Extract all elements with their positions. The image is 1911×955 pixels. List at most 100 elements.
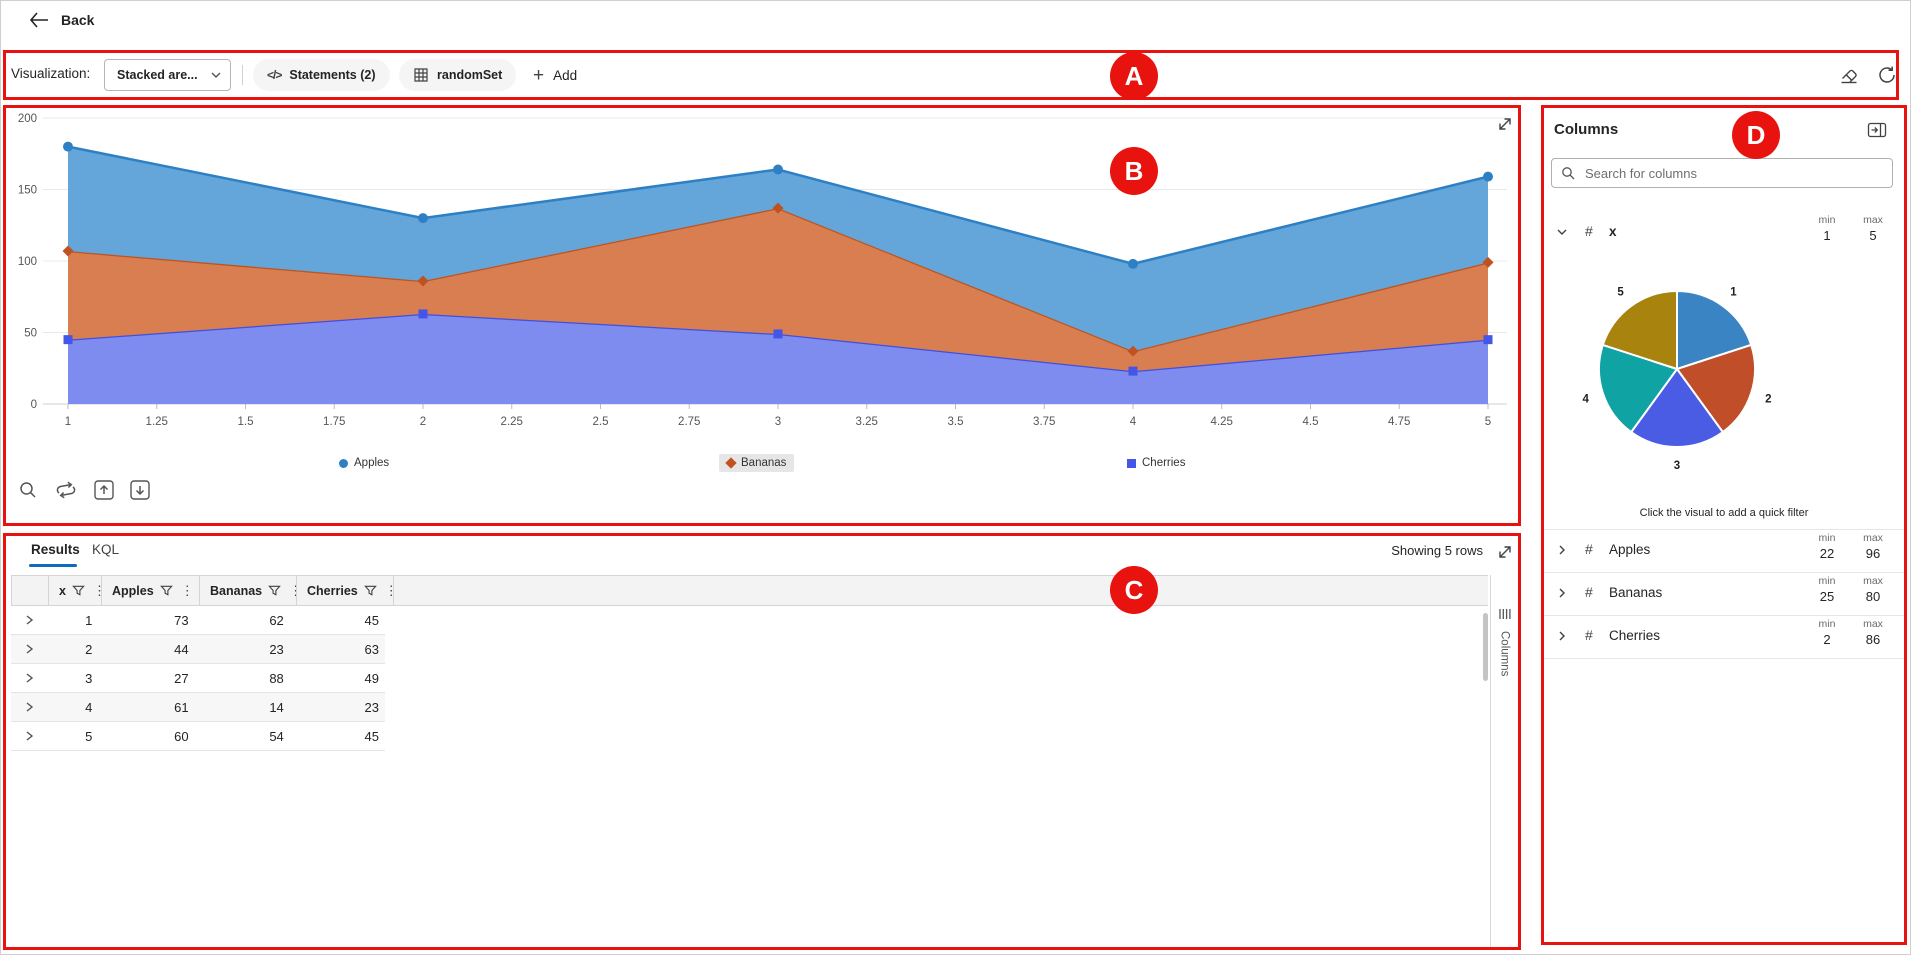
header-cell-cherries[interactable]: Cherries ⋮ [296,576,398,605]
filter-funnel-icon[interactable] [363,584,377,597]
row-expander-icon[interactable] [11,730,46,742]
marker-bananas[interactable] [1127,345,1139,357]
marker-cherries[interactable] [1483,335,1493,345]
table-row-1[interactable]: 1 73 62 45 [11,606,385,635]
table-cell: 2 [85,641,93,657]
header-cell-x[interactable]: x ⋮ [48,576,106,605]
back-bar: Back [1,1,1910,45]
results-expand-icon[interactable] [1495,542,1515,562]
row-expander-icon[interactable] [11,614,46,626]
chevron-down-icon [210,69,222,81]
search-icon[interactable] [17,479,39,501]
results-panel: Results KQL Showing 5 rows x ⋮ Apples ⋮ Bana… [3,533,1521,950]
chart-type-dropdown[interactable]: Stacked are... [104,59,231,91]
chevron-right-icon[interactable] [1555,629,1569,643]
chevron-down-icon[interactable] [1555,225,1569,239]
marker-cherries[interactable] [773,329,783,339]
columns-side-tab[interactable]: Columns [1490,575,1518,947]
chevron-right-icon[interactable] [1555,543,1569,557]
pie-slice-2[interactable] [1675,343,1756,434]
marker-bananas[interactable] [62,245,74,257]
refresh-icon[interactable] [1875,63,1899,87]
kebab-menu-icon[interactable]: ⋮ [289,582,303,598]
row-expander-icon[interactable] [11,672,46,684]
max-label: max [1863,214,1883,226]
marker-apples[interactable] [63,141,73,152]
columns-search-input[interactable] [1583,164,1884,182]
min-max-summary: min 1 max 5 [1809,214,1891,243]
x-distribution-pie-chart[interactable]: 1 2 3 4 5 [1541,263,1907,499]
column-item-bananas[interactable]: # Bananas min 25 max 80 [1541,573,1907,616]
toolbar-divider [242,65,243,85]
table-row-5[interactable]: 5 60 54 45 [11,722,385,751]
table-cell: 88 [269,670,284,686]
table-row-2[interactable]: 2 44 23 63 [11,635,385,664]
column-item-cherries[interactable]: # Cherries min 2 max 86 [1541,616,1907,659]
legend-item-bananas[interactable]: Bananas [719,454,795,472]
min-label: min [1818,214,1836,226]
filter-funnel-icon[interactable] [268,584,281,597]
column-name: Cherries [1609,628,1661,643]
vertical-scrollbar[interactable] [1483,613,1488,681]
max-label: max [1863,618,1883,630]
plus-icon: + [533,64,545,86]
table-row-4[interactable]: 4 61 14 23 [11,693,385,722]
header-cell-apples[interactable]: Apples ⋮ [101,576,199,605]
visualization-label: Visualization: [11,66,91,81]
filter-funnel-icon[interactable] [159,584,173,597]
x-tick-label: 4.5 [1303,416,1319,428]
header-cell-bananas[interactable]: Bananas ⋮ [199,576,302,605]
y-tick-label: 100 [18,256,37,268]
loop-refresh-icon[interactable] [53,479,79,501]
marker-bananas[interactable] [417,275,429,287]
row-expander-icon[interactable] [11,701,46,713]
pie-slice-4[interactable] [1598,343,1679,434]
add-button[interactable]: + Add [533,59,577,91]
marker-bananas[interactable] [772,202,784,214]
kebab-menu-icon[interactable]: ⋮ [384,582,398,598]
y-tick-label: 200 [18,113,37,125]
columns-bars-icon [1497,607,1513,621]
arrow-down-box-icon[interactable] [129,479,151,501]
column-header-label: Apples [112,583,154,598]
column-item-apples[interactable]: # Apples min 22 max 96 [1541,530,1907,573]
chart-expand-icon[interactable] [1495,114,1515,134]
marker-cherries[interactable] [418,309,428,319]
pie-slice-3[interactable] [1629,367,1725,448]
collapse-panel-icon[interactable] [1867,120,1887,140]
add-label: Add [553,67,578,83]
x-tick-label: 5 [1485,416,1491,428]
pie-slice-1[interactable] [1676,289,1753,371]
kebab-menu-icon[interactable]: ⋮ [92,582,106,598]
table-row-3[interactable]: 3 27 88 49 [11,664,385,693]
row-expander-icon[interactable] [11,643,46,655]
filter-funnel-icon[interactable] [72,584,85,597]
table-cell: 23 [269,641,284,657]
chevron-right-icon[interactable] [1555,586,1569,600]
circle-marker-icon [339,458,348,468]
column-item-x[interactable]: # x min 1 max 5 [1541,211,1907,257]
tab-results[interactable]: Results [31,542,80,557]
marker-apples[interactable] [1128,258,1138,269]
eraser-icon[interactable] [1837,63,1861,87]
pie-slice-5[interactable] [1601,289,1678,371]
back-button[interactable]: Back [29,12,94,28]
marker-apples[interactable] [418,213,428,224]
marker-apples[interactable] [1483,171,1493,182]
marker-apples[interactable] [773,164,783,175]
marker-cherries[interactable] [63,335,73,345]
legend-item-apples[interactable]: Apples [339,454,389,472]
x-tick-label: 2.5 [593,416,609,428]
tab-kql[interactable]: KQL [92,542,120,557]
statements-button[interactable]: </> Statements (2) [253,59,390,91]
chart-panel: 0 50 100 150 200 1 1.25 1.5 1.75 2 2.25 2.5 2.75 3 3.2… [3,105,1521,526]
x-tick-label: 3.25 [856,416,878,428]
legend-item-cherries[interactable]: Cherries [1127,454,1185,472]
marker-bananas[interactable] [1482,256,1494,268]
dataset-button[interactable]: randomSet [399,59,517,91]
kebab-menu-icon[interactable]: ⋮ [180,582,194,598]
columns-search-box [1551,158,1893,188]
arrow-up-box-icon[interactable] [93,479,115,501]
marker-cherries[interactable] [1128,366,1138,376]
